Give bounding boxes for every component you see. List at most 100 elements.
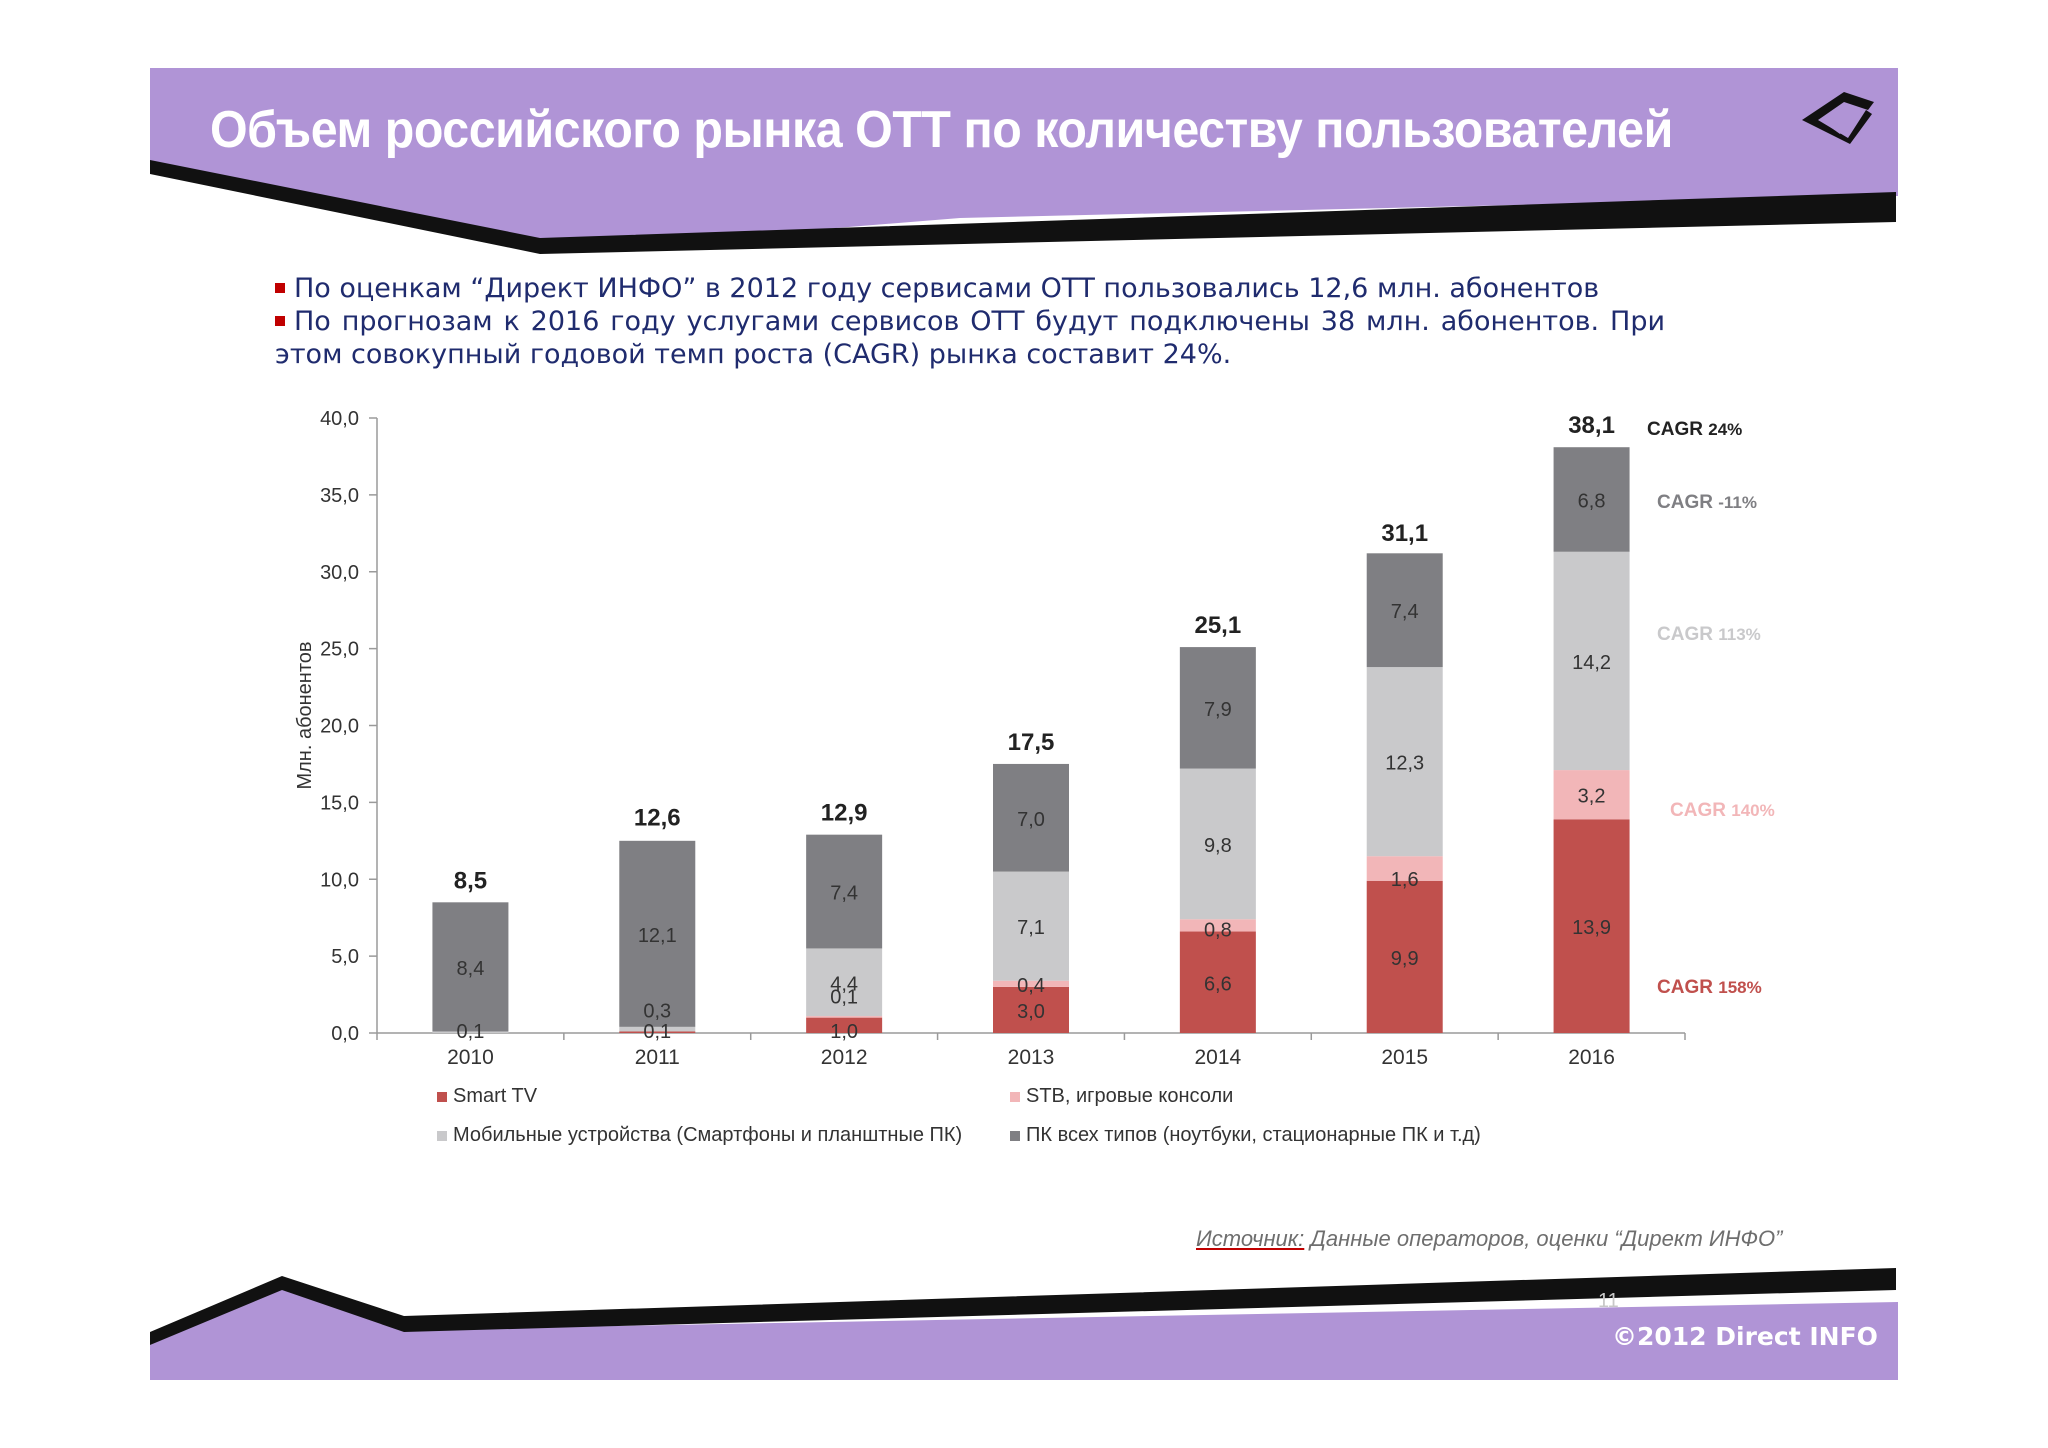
total-label: 38,1: [1568, 412, 1615, 439]
data-label: 0,8: [1204, 920, 1232, 942]
bar-segment: [993, 871, 1069, 981]
page-number: 11: [1598, 1290, 1619, 1312]
data-label: 7,1: [1017, 917, 1045, 939]
bar-segment: [1553, 770, 1630, 820]
y-tick-label: 30,0: [320, 562, 359, 584]
cagr-value: 24%: [1708, 420, 1742, 439]
x-tick-label: 2011: [635, 1046, 680, 1069]
x-tick-label: 2016: [1568, 1046, 1615, 1069]
y-tick-label: 10,0: [320, 869, 359, 891]
cagr-value: 113%: [1718, 625, 1761, 644]
data-label: 6,8: [1578, 490, 1606, 512]
direct-info-logo-icon: [1802, 92, 1874, 144]
legend-swatch: [1010, 1092, 1020, 1102]
y-axis-label: Млн. абонентов: [294, 641, 316, 789]
legend-label: ПК всех типов (ноутбуки, стационарные ПК…: [1026, 1124, 1481, 1146]
total-label: 25,1: [1194, 612, 1241, 639]
bar-segment: [432, 902, 509, 1032]
y-tick-label: 15,0: [320, 792, 359, 814]
header-band: [150, 68, 1898, 254]
data-label: 14,2: [1572, 652, 1611, 674]
bullet-square-icon: [275, 282, 285, 293]
bar-segment: [993, 986, 1069, 1033]
bullet-item: По оценкам “Директ ИНФО” в 2012 году сер…: [275, 272, 1665, 305]
y-tick-label: 40,0: [320, 408, 359, 430]
bar-segment: [619, 1031, 696, 1033]
bar-segment: [432, 1031, 509, 1033]
data-label: 1,6: [1391, 869, 1419, 891]
cagr-prefix: CAGR: [1657, 977, 1718, 998]
y-tick-label: 0,0: [331, 1023, 359, 1045]
slide-title: Объем российского рынка ОТТ по количеств…: [210, 101, 1673, 159]
bar-segment: [806, 948, 883, 1017]
total-label: 17,5: [1008, 729, 1055, 756]
data-label: 0,1: [643, 1021, 671, 1043]
copyright-text: ©2012 Direct INFO: [1612, 1322, 1878, 1351]
bar-segment: [1366, 553, 1443, 668]
footer-band: [150, 1268, 1898, 1380]
data-label: 8,4: [457, 958, 485, 980]
bar-segment: [619, 840, 696, 1027]
source-lead: Источник:: [1196, 1226, 1305, 1251]
data-label: 0,3: [643, 1000, 671, 1022]
bar-segment: [1179, 931, 1256, 1033]
cagr-annotations: CAGR 24%CAGR -11%CAGR 113%CAGR 140%CAGR …: [1647, 419, 1775, 998]
cagr-label: CAGR 113%: [1657, 624, 1761, 645]
data-label: 6,6: [1204, 973, 1232, 995]
data-label: 7,4: [1391, 601, 1419, 623]
cagr-prefix: CAGR: [1670, 800, 1731, 821]
x-tick-label: 2012: [821, 1046, 868, 1069]
cagr-label: CAGR 140%: [1670, 800, 1775, 821]
bar-segment: [1366, 667, 1443, 857]
bar-segment: [619, 1026, 696, 1032]
source-text: Данные операторов, оценки “Директ ИНФО”: [1304, 1226, 1783, 1251]
data-label: 0,1: [457, 1021, 485, 1043]
bar-segment: [1553, 819, 1630, 1033]
cagr-prefix: CAGR: [1657, 624, 1718, 645]
x-tick-label: 2013: [1008, 1046, 1055, 1069]
data-label: 0,1: [830, 987, 858, 1009]
data-label: 12,3: [1385, 753, 1424, 775]
bar-segment: [806, 1016, 883, 1018]
cagr-value: 140%: [1731, 801, 1774, 820]
header-purple-shape: [150, 68, 1898, 252]
footer-purple-shape: [150, 1286, 1898, 1380]
chart-bars: [432, 447, 1630, 1033]
data-label: 0,4: [1017, 975, 1045, 997]
y-tick-label: 5,0: [331, 946, 359, 968]
bar-segment: [1553, 551, 1630, 771]
legend-swatch: [437, 1092, 447, 1102]
cagr-prefix: CAGR: [1657, 492, 1718, 513]
legend-swatch: [1010, 1131, 1020, 1141]
header-black-stripe: [150, 160, 1896, 254]
total-label: 12,6: [634, 804, 681, 831]
chart-labels: 0,18,48,50,10,312,112,61,00,14,47,412,93…: [454, 412, 1615, 1043]
bullet-item: По прогнозам к 2016 году услугами сервис…: [275, 305, 1665, 338]
legend-swatch: [437, 1131, 447, 1141]
footer-black-stripe: [150, 1268, 1896, 1345]
data-label: 9,8: [1204, 835, 1232, 857]
bar-segment: [1366, 856, 1443, 881]
data-label: 12,1: [638, 925, 677, 947]
bar-segment: [1366, 880, 1443, 1033]
bar-segment: [993, 763, 1069, 872]
x-tick-label: 2014: [1194, 1046, 1241, 1069]
chart-legend: Smart TV STB, игровые консоли Мобильные ус…: [437, 1085, 1481, 1146]
legend-label: Мобильные устройства (Смартфоны и планшт…: [453, 1124, 962, 1146]
cagr-label: CAGR 158%: [1657, 977, 1762, 998]
source-note: Источник: Данные операторов, оценки “Дир…: [1196, 1226, 1782, 1252]
total-label: 8,5: [454, 867, 487, 894]
total-label: 12,9: [821, 800, 868, 827]
data-label: 9,9: [1391, 948, 1419, 970]
data-label: 7,0: [1017, 809, 1045, 831]
bar-segment: [1179, 768, 1256, 920]
cagr-prefix: CAGR: [1647, 419, 1708, 440]
data-label: 7,9: [1204, 699, 1232, 721]
data-label: 13,9: [1572, 917, 1611, 939]
data-label: 1,0: [830, 1021, 858, 1043]
data-label: 4,4: [830, 973, 858, 995]
bar-segment: [1553, 447, 1630, 552]
data-label: 3,2: [1578, 786, 1606, 808]
cagr-value: 158%: [1718, 978, 1761, 997]
